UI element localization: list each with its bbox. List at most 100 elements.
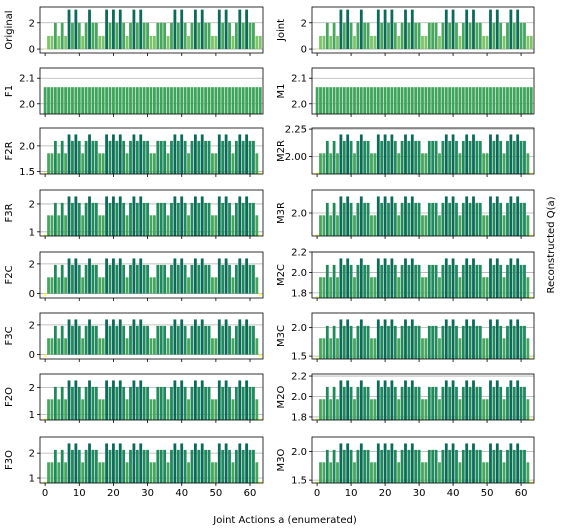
panel-ylabel: M3C	[276, 325, 287, 347]
bar	[64, 153, 68, 174]
bar	[472, 443, 475, 483]
bar	[366, 140, 370, 174]
bar	[472, 380, 475, 420]
bar	[356, 386, 360, 420]
bar	[122, 264, 126, 294]
panel-m3r: 2.0 M3R	[276, 189, 535, 239]
bar	[390, 258, 394, 298]
bar	[353, 87, 356, 114]
bar	[492, 449, 496, 483]
bar	[489, 9, 492, 50]
bar	[47, 153, 50, 174]
bar	[383, 258, 387, 298]
bar	[60, 325, 64, 355]
bar	[400, 449, 404, 483]
panel-ylabel: M2O	[276, 385, 287, 408]
bar	[370, 87, 373, 114]
bar	[142, 325, 146, 355]
bar	[495, 9, 499, 50]
bar	[57, 153, 61, 174]
bar	[139, 380, 143, 420]
bar	[132, 380, 136, 420]
bar	[325, 22, 329, 50]
bar	[81, 35, 85, 50]
y-tick-label: 2.1	[291, 74, 307, 85]
bar	[526, 87, 530, 114]
bar	[245, 380, 249, 420]
bar	[434, 325, 438, 359]
bar	[417, 449, 421, 483]
bar	[91, 264, 95, 294]
bar	[211, 462, 214, 483]
bar	[183, 325, 187, 355]
bar	[88, 319, 91, 355]
bar	[207, 386, 211, 420]
bar	[529, 357, 533, 359]
bar	[252, 202, 255, 236]
bar	[60, 264, 64, 294]
bar	[468, 140, 472, 174]
bar	[221, 449, 225, 483]
bar	[448, 325, 452, 359]
bar	[315, 172, 319, 174]
bar	[146, 140, 149, 174]
bar	[478, 140, 482, 174]
bar	[231, 87, 235, 114]
bar	[482, 399, 486, 420]
x-tick-label: 0	[314, 488, 320, 499]
bar	[458, 399, 462, 420]
bar	[156, 87, 160, 114]
bar	[163, 386, 167, 420]
bar	[502, 153, 506, 174]
panel-ylabel: M1	[276, 84, 287, 99]
bar	[438, 215, 441, 236]
bar	[397, 462, 401, 483]
panel-f2c: 0 2 F2C	[4, 251, 264, 301]
bar	[458, 277, 462, 298]
bar	[373, 399, 377, 420]
bar	[125, 87, 129, 114]
bar	[77, 140, 81, 174]
bar	[526, 153, 530, 174]
bar	[180, 258, 184, 294]
bar	[135, 87, 139, 114]
bar	[417, 87, 421, 114]
bar	[485, 462, 489, 483]
panel-ylabel: F2R	[4, 141, 15, 160]
bar	[125, 338, 129, 355]
bar	[60, 87, 64, 114]
bar	[57, 338, 61, 355]
bar	[53, 87, 57, 114]
bar	[146, 449, 149, 483]
bar	[472, 196, 475, 236]
panel-ylabel: M3R	[276, 202, 287, 224]
bar	[47, 277, 50, 294]
bar	[64, 277, 68, 294]
bar	[64, 338, 68, 355]
bar	[118, 319, 122, 355]
bar	[163, 325, 167, 355]
bar	[245, 87, 249, 114]
bar	[465, 258, 469, 298]
bar	[255, 338, 259, 355]
bar	[64, 215, 68, 236]
bar	[53, 325, 57, 355]
bar	[512, 87, 516, 114]
bar	[238, 258, 242, 294]
bar	[207, 449, 211, 483]
bar	[94, 22, 98, 50]
bar	[234, 264, 238, 294]
axes-frame	[311, 436, 535, 484]
bar	[84, 202, 88, 236]
bar	[74, 443, 78, 483]
bar	[339, 134, 343, 174]
bar	[74, 134, 78, 174]
bar	[380, 325, 384, 359]
bar	[356, 87, 360, 114]
bar	[472, 9, 475, 50]
panel-m3o: 1.5 2.0 M3O 0 10 20 30 40 50 60	[276, 436, 535, 499]
x-tick-label: 10	[345, 488, 358, 499]
bar	[441, 449, 445, 483]
bar	[482, 215, 486, 236]
bar	[523, 22, 526, 50]
